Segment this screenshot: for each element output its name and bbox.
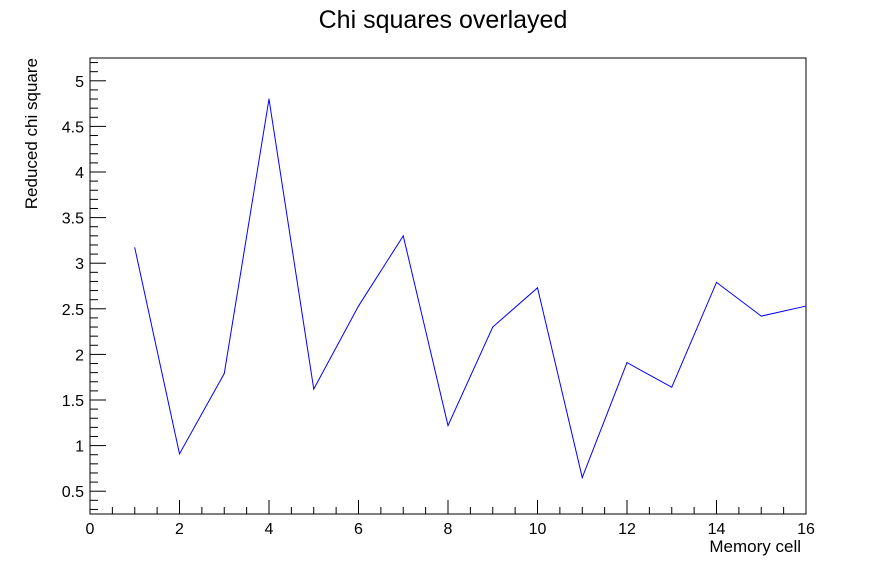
x-tick-label: 16 [797, 521, 815, 538]
x-tick-label: 12 [618, 521, 636, 538]
y-tick-label: 1.5 [62, 393, 84, 410]
data-point [716, 281, 717, 283]
y-tick-label: 4.5 [62, 119, 84, 136]
x-tick-label: 4 [265, 521, 274, 538]
x-axis-ticks: 0 2 4 6 8 10 12 14 16 [86, 500, 815, 538]
x-tick-label: 8 [444, 521, 453, 538]
data-point [537, 287, 538, 289]
x-tick-label: 0 [86, 521, 95, 538]
y-tick-label: 4 [75, 165, 84, 182]
x-tick-label: 10 [529, 521, 547, 538]
data-point [581, 477, 583, 479]
x-axis-label: Memory cell [709, 537, 801, 556]
data-point [626, 362, 628, 364]
data-point [805, 305, 807, 307]
data-point [134, 247, 136, 249]
data-point [402, 235, 404, 237]
y-tick-label: 0.5 [62, 484, 84, 501]
y-tick-label: 5 [75, 74, 84, 91]
y-tick-label: 3 [75, 256, 84, 273]
y-tick-label: 2 [75, 347, 84, 364]
y-tick-label: 2.5 [62, 302, 84, 319]
x-tick-label: 2 [175, 521, 184, 538]
data-point [179, 453, 180, 455]
y-axis-ticks: 0.5 1 1.5 2 2.5 3 3.5 4 4.5 5 [62, 62, 106, 510]
data-point [492, 326, 494, 328]
x-tick-label: 6 [354, 521, 363, 538]
data-point [358, 305, 359, 307]
data-point [268, 98, 270, 100]
data-point [313, 388, 315, 390]
data-point [223, 373, 225, 375]
y-tick-label: 3.5 [62, 211, 84, 228]
y-axis-label: Reduced chi square [22, 58, 41, 209]
series-layer [134, 98, 807, 480]
data-point [760, 315, 762, 317]
series-line [134, 98, 807, 480]
data-point [671, 386, 673, 388]
y-tick-label: 1 [75, 439, 84, 456]
data-point [447, 425, 449, 427]
chart-title: Chi squares overlayed [319, 6, 568, 34]
x-tick-label: 14 [708, 521, 726, 538]
